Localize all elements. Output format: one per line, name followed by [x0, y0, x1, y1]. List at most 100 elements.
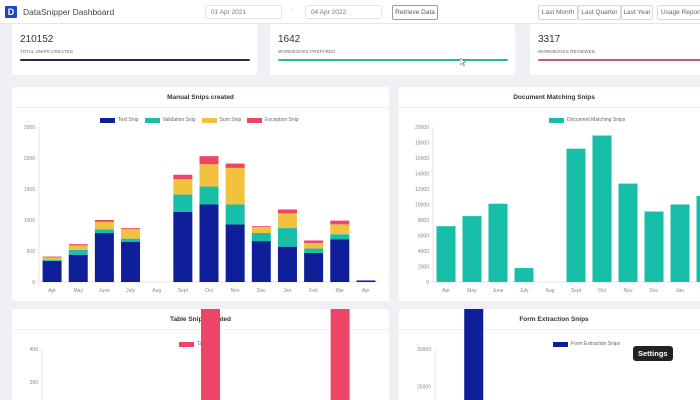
bar-validation-snip-july[interactable]	[121, 238, 141, 242]
retrieve-data-button[interactable]: Retrieve Data	[392, 5, 438, 20]
bar-text-snip-apr[interactable]	[356, 280, 376, 282]
y-tick-label: 8000	[418, 218, 429, 224]
bar-exception-snip-july[interactable]	[121, 228, 141, 229]
bar-exception-snip-apr[interactable]	[42, 256, 62, 258]
y-tick-label: 4000	[418, 249, 429, 255]
top-bar: D DataSnipper Dashboard 01 Apr 2021 - 04…	[0, 0, 700, 24]
app-logo: D	[5, 6, 17, 18]
bar-document-matching-snips-sept[interactable]	[566, 148, 586, 282]
bar-exception-snip-june[interactable]	[94, 220, 114, 222]
bar-exception-snip-mar[interactable]	[330, 220, 350, 225]
chart-legend: Document Matching Snips	[549, 117, 631, 123]
bar-sum-snip-oct[interactable]	[199, 164, 219, 187]
bar-document-matching-snips-june[interactable]	[488, 203, 508, 282]
document-matching-chart: 0 2000 4000 6000 8000 10000 12000 14000 16000 180…	[415, 125, 700, 294]
bar-sum-snip-feb[interactable]	[304, 242, 324, 249]
bar-exception-snip-nov[interactable]	[225, 163, 245, 168]
y-tick-label: 14000	[415, 171, 429, 177]
stat-value: 1642	[278, 34, 301, 45]
bar-sum-snip-july[interactable]	[121, 228, 141, 239]
bar-text-snip-jan[interactable]	[277, 246, 297, 282]
bar-text-snip-sept[interactable]	[173, 211, 193, 282]
legend-item-form-extraction[interactable]: Form Extraction Snips	[553, 341, 620, 347]
bar-form-extraction-snips-may[interactable]	[464, 309, 484, 400]
bar-text-snip-apr[interactable]	[42, 260, 62, 282]
last-month-button[interactable]: Last Month	[538, 5, 578, 20]
x-tick-label: July	[520, 288, 529, 294]
bar-document-matching-snips-oct[interactable]	[592, 135, 612, 282]
bar-document-matching-snips-dec[interactable]	[644, 211, 664, 282]
bar-table-snip-oct[interactable]	[201, 309, 220, 400]
bar-exception-snip-oct[interactable]	[199, 156, 219, 165]
bar-sum-snip-dec[interactable]	[251, 226, 271, 234]
bar-text-snip-june[interactable]	[94, 233, 114, 282]
bar-validation-snip-june[interactable]	[94, 229, 114, 234]
y-tick-label: 400	[30, 347, 39, 353]
last-year-button[interactable]: Last Year	[621, 5, 653, 20]
legend-item-document-matching[interactable]: Document Matching Snips	[549, 117, 625, 123]
x-tick-label: Sept	[178, 288, 189, 294]
legend-item-sum-snip[interactable]: Sum Snip	[201, 117, 241, 123]
bar-text-snip-july[interactable]	[121, 241, 141, 282]
bar-validation-snip-oct[interactable]	[199, 186, 219, 205]
bar-sum-snip-may[interactable]	[68, 245, 88, 250]
bar-table-snip-mar[interactable]	[330, 309, 350, 400]
bar-validation-snip-sept[interactable]	[173, 194, 193, 212]
bar-validation-snip-nov[interactable]	[225, 204, 245, 225]
bar-sum-snip-apr[interactable]	[42, 257, 62, 260]
bar-sum-snip-mar[interactable]	[330, 224, 350, 235]
chart-legend: Form Extraction Snips	[553, 341, 626, 347]
x-tick-label: Apr	[48, 288, 56, 294]
bar-text-snip-feb[interactable]	[304, 252, 324, 282]
bar-text-snip-oct[interactable]	[199, 204, 219, 283]
x-tick-label: Aug	[546, 288, 555, 294]
y-tick-label: 16000	[415, 156, 429, 162]
bar-document-matching-snips-nov[interactable]	[618, 183, 638, 282]
legend-item-exception-snip[interactable]: Exception Snip	[247, 117, 299, 123]
bar-sum-snip-nov[interactable]	[225, 167, 245, 205]
x-tick-label: May	[467, 288, 477, 294]
usage-report-button[interactable]: Usage Report	[657, 5, 700, 20]
stat-value: 210152	[20, 34, 54, 45]
x-tick-label: Oct	[205, 288, 213, 294]
bar-sum-snip-jan[interactable]	[277, 213, 297, 229]
bar-text-snip-dec[interactable]	[251, 241, 271, 282]
bar-document-matching-snips-may[interactable]	[462, 216, 482, 282]
form-extraction-chart: 25000 30000	[417, 309, 484, 400]
bar-validation-snip-feb[interactable]	[304, 248, 324, 253]
bar-document-matching-snips-feb[interactable]	[696, 195, 700, 282]
y-tick-label: 0	[426, 280, 429, 286]
bar-validation-snip-dec[interactable]	[251, 233, 271, 242]
bar-sum-snip-june[interactable]	[94, 221, 114, 230]
bar-document-matching-snips-jan[interactable]	[670, 204, 690, 283]
stat-label: WORKBOOKS PREPARED	[278, 49, 336, 54]
bar-validation-snip-mar[interactable]	[330, 234, 350, 240]
bar-text-snip-may[interactable]	[68, 254, 88, 282]
bar-validation-snip-may[interactable]	[68, 249, 88, 255]
bar-exception-snip-dec[interactable]	[251, 226, 271, 227]
x-tick-label: Aug	[152, 288, 161, 294]
x-tick-label: Mar	[335, 288, 344, 294]
bar-text-snip-mar[interactable]	[330, 239, 350, 282]
y-tick-label: 1000	[24, 218, 35, 224]
end-date-input[interactable]: 04 Apr 2022	[305, 5, 382, 19]
bar-exception-snip-feb[interactable]	[304, 240, 324, 243]
bar-exception-snip-sept[interactable]	[173, 174, 193, 180]
bar-exception-snip-jan[interactable]	[277, 209, 297, 214]
bar-validation-snip-apr[interactable]	[42, 259, 62, 261]
bar-text-snip-nov[interactable]	[225, 224, 245, 282]
start-date-input[interactable]: 01 Apr 2021	[205, 5, 282, 19]
bar-validation-snip-jan[interactable]	[277, 228, 297, 247]
bar-sum-snip-sept[interactable]	[173, 179, 193, 195]
bar-document-matching-snips-apr[interactable]	[436, 226, 456, 282]
bar-document-matching-snips-july[interactable]	[514, 268, 534, 282]
legend-item-text-snip[interactable]: Text Snip	[100, 117, 139, 123]
legend-item-validation-snip[interactable]: Validation Snip	[144, 117, 196, 123]
last-quarter-button[interactable]: Last Quarter	[578, 5, 621, 20]
y-tick-label: 2000	[24, 156, 35, 162]
y-tick-label: 30000	[417, 347, 431, 353]
manual-snips-panel: Manual Snips created Text Snip Validatio…	[12, 87, 389, 301]
bar-exception-snip-may[interactable]	[68, 244, 88, 246]
panel-title: Document Matching Snips	[399, 87, 700, 108]
table-snips-chart: 300350400	[30, 309, 350, 400]
